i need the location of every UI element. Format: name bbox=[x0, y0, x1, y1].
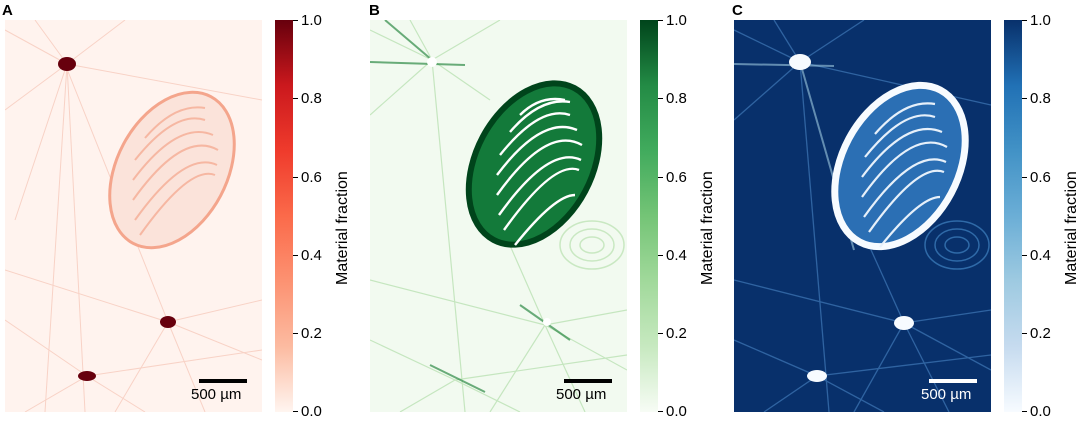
colorbar-tick-label: 0.4 bbox=[301, 247, 322, 264]
scale-bar bbox=[199, 379, 247, 383]
scale-bar bbox=[564, 379, 612, 383]
colorbar-tick-label: 1.0 bbox=[301, 12, 322, 29]
colorbar-tick-label: 0.8 bbox=[1030, 90, 1051, 107]
scale-bar-label: 500 µm bbox=[921, 386, 972, 403]
colorbar bbox=[1004, 20, 1022, 412]
colorbar bbox=[275, 20, 293, 412]
micrograph-svg bbox=[370, 20, 627, 412]
colorbar-tick bbox=[1022, 411, 1027, 412]
colorbar-tick-label: 0.6 bbox=[1030, 169, 1051, 186]
colorbar-tick bbox=[293, 177, 298, 178]
colorbar-tick-label: 1.0 bbox=[666, 12, 687, 29]
colorbar-tick bbox=[293, 255, 298, 256]
micrograph-svg bbox=[5, 20, 262, 412]
colorbar-title: Material fraction bbox=[334, 171, 351, 285]
colorbar-tick-label: 0.6 bbox=[301, 169, 322, 186]
panel-label: B bbox=[369, 2, 380, 19]
colorbar-tick bbox=[293, 98, 298, 99]
colorbar-tick-label: 0.0 bbox=[666, 403, 687, 420]
colorbar-tick bbox=[1022, 20, 1027, 21]
colorbar-tick bbox=[293, 411, 298, 412]
colorbar-tick-label: 1.0 bbox=[1030, 12, 1051, 29]
colorbar-tick-label: 0.2 bbox=[1030, 325, 1051, 342]
micrograph-image: 500 µm bbox=[5, 20, 262, 412]
panel-c: C bbox=[728, 0, 1084, 422]
colorbar-tick-label: 0.4 bbox=[1030, 247, 1051, 264]
colorbar-tick-label: 0.2 bbox=[301, 325, 322, 342]
colorbar-tick bbox=[1022, 177, 1027, 178]
colorbar-tick bbox=[293, 20, 298, 21]
colorbar-tick bbox=[658, 20, 663, 21]
colorbar-tick bbox=[658, 411, 663, 412]
colorbar-tick bbox=[293, 333, 298, 334]
colorbar-tick-label: 0.0 bbox=[301, 403, 322, 420]
panel-b: B bbox=[364, 0, 725, 422]
colorbar-tick-label: 0.2 bbox=[666, 325, 687, 342]
colorbar-tick-label: 0.4 bbox=[666, 247, 687, 264]
colorbar-tick bbox=[658, 98, 663, 99]
colorbar-tick-label: 0.0 bbox=[1030, 403, 1051, 420]
micrograph-svg bbox=[734, 20, 991, 412]
colorbar-tick bbox=[658, 177, 663, 178]
scale-bar-label: 500 µm bbox=[556, 386, 607, 403]
colorbar-tick bbox=[658, 255, 663, 256]
panel-a: A 500 µm bbox=[0, 0, 361, 422]
scale-bar-label: 500 µm bbox=[191, 386, 242, 403]
colorbar-tick-label: 0.8 bbox=[301, 90, 322, 107]
colorbar-tick bbox=[1022, 98, 1027, 99]
colorbar-tick bbox=[658, 333, 663, 334]
panel-label: A bbox=[2, 2, 13, 19]
scale-bar bbox=[929, 379, 977, 383]
colorbar-tick bbox=[1022, 333, 1027, 334]
colorbar-tick-label: 0.8 bbox=[666, 90, 687, 107]
micrograph-image: 500 µm bbox=[734, 20, 991, 412]
colorbar-tick bbox=[1022, 255, 1027, 256]
colorbar bbox=[640, 20, 658, 412]
colorbar-title: Material fraction bbox=[1063, 171, 1080, 285]
panel-label: C bbox=[732, 2, 743, 19]
colorbar-title: Material fraction bbox=[699, 171, 716, 285]
micrograph-image: 500 µm bbox=[370, 20, 627, 412]
colorbar-tick-label: 0.6 bbox=[666, 169, 687, 186]
